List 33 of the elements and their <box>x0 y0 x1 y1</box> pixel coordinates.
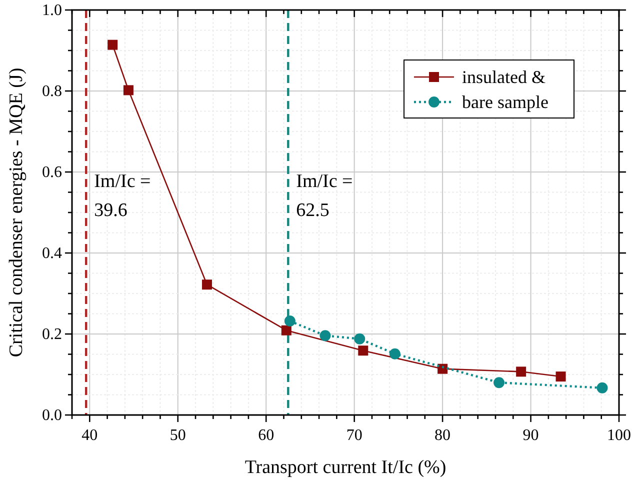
point <box>556 372 566 382</box>
y-axis-title: Critical condenser energies - MQE (J) <box>6 68 27 358</box>
x-tick-label: 90 <box>522 427 539 444</box>
point <box>354 333 366 344</box>
legend-label: insulated & <box>462 67 546 87</box>
ref-line-label: Im/Ic = 62.5 <box>296 171 353 221</box>
y-tick-label: 0.8 <box>42 83 62 100</box>
point <box>284 316 296 327</box>
point <box>358 346 368 356</box>
y-tick-label: 0.2 <box>42 326 62 343</box>
point <box>516 366 526 377</box>
point <box>596 382 608 394</box>
point <box>320 330 331 342</box>
legend-label: bare sample <box>462 92 548 112</box>
point <box>494 377 505 388</box>
point <box>389 348 400 360</box>
x-axis-title: Transport current It/Ic (%) <box>244 457 446 478</box>
point <box>123 85 134 96</box>
y-tick-label: 0.6 <box>42 164 62 181</box>
x-tick-label: 60 <box>258 427 274 444</box>
ref-line-label: Im/Ic = 39.6 <box>94 171 151 221</box>
point <box>108 40 118 50</box>
y-tick-label: 0.0 <box>42 407 62 424</box>
x-tick-label: 70 <box>346 427 362 444</box>
point <box>202 280 212 290</box>
x-tick-label: 100 <box>607 427 631 444</box>
y-tick-label: 0.4 <box>42 245 62 262</box>
point <box>438 364 448 374</box>
point <box>281 325 292 336</box>
x-tick-label: 40 <box>82 427 98 444</box>
x-tick-label: 50 <box>170 427 186 444</box>
y-tick-label: 1.0 <box>42 2 62 19</box>
x-tick-label: 80 <box>434 427 451 444</box>
